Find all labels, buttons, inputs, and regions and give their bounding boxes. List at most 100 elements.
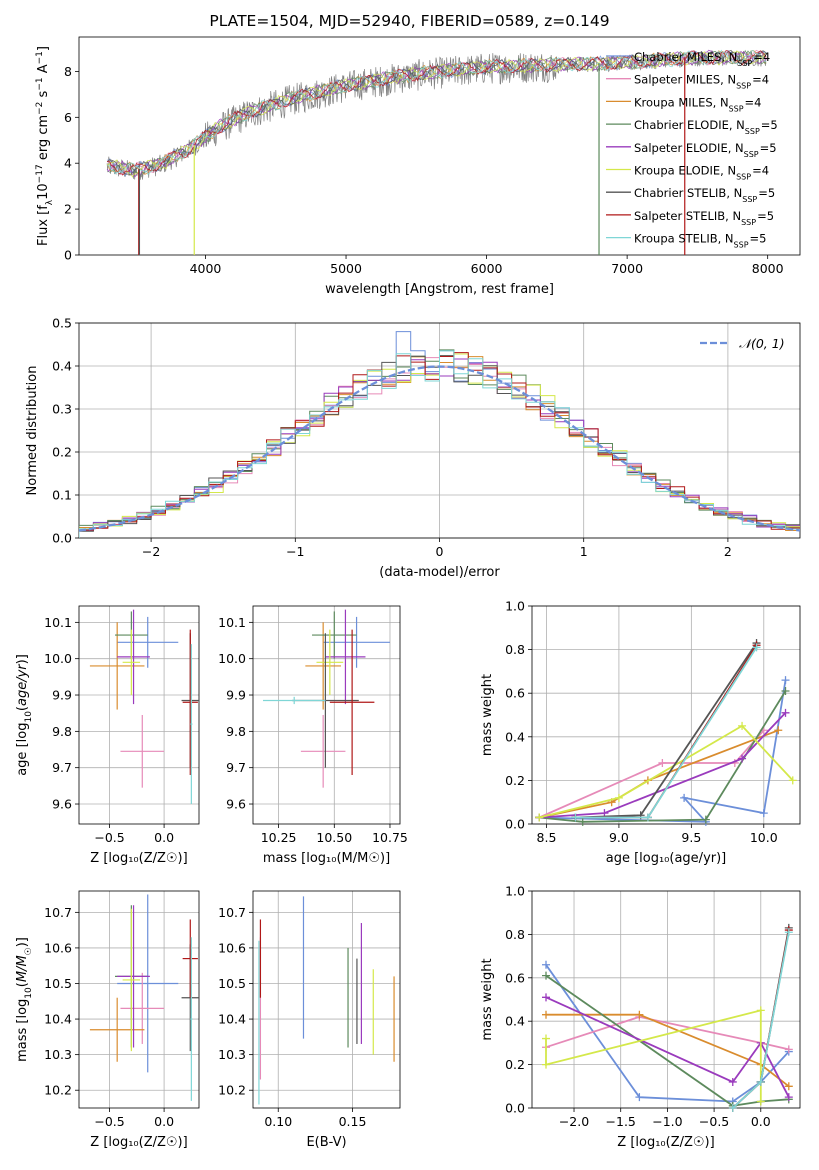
y-tick-label: 10.0 bbox=[44, 651, 72, 666]
y-tick-label: 10.1 bbox=[218, 615, 246, 630]
y-tick-label: 10.5 bbox=[218, 976, 246, 991]
weight-series bbox=[539, 690, 787, 823]
legend-entry: Chabrier MILES, NSSP=4 bbox=[634, 50, 770, 68]
x-tick-label: 10.0 bbox=[750, 830, 778, 845]
panel-massweight-vs-Z: −2.0 −1.5 −1.0 −0.5 0.0 0.0 0.2 0.4 0.6 0.8 1.0 Z [… bbox=[480, 884, 801, 1150]
legend-entry: Kroupa ELODIE, NSSP=4 bbox=[634, 164, 769, 182]
x-tick-label: 0.15 bbox=[339, 1114, 367, 1129]
x-tick-label: 4000 bbox=[190, 261, 222, 276]
weight-series bbox=[575, 642, 758, 819]
y-tick-label: 0.1 bbox=[52, 488, 72, 503]
weight-marker bbox=[614, 793, 623, 802]
y-tick-label: 10.3 bbox=[218, 1047, 246, 1062]
weight-marker bbox=[728, 1077, 737, 1086]
axes-frame bbox=[252, 890, 401, 1109]
y-tick-label: 10.2 bbox=[44, 1083, 72, 1098]
x-tick-label: −0.5 bbox=[94, 830, 124, 845]
y-tick-label: 0.4 bbox=[505, 729, 525, 744]
x-tick-label: 7000 bbox=[611, 261, 643, 276]
model-spectrum bbox=[107, 49, 767, 175]
x-axis-label: mass [log₁₀(M/M☉)] bbox=[263, 851, 390, 866]
y-tick-label: 0.8 bbox=[505, 642, 525, 657]
y-tick-label: 10.4 bbox=[218, 1012, 246, 1027]
y-axis-label: mass weight bbox=[480, 958, 495, 1040]
y-tick-label: 9.6 bbox=[226, 797, 246, 812]
y-tick-label: 8 bbox=[64, 64, 72, 79]
weight-marker bbox=[774, 726, 783, 735]
histograms bbox=[79, 331, 800, 538]
x-axis-label: age [log₁₀(age/yr)] bbox=[606, 851, 727, 866]
y-tick-label: 0.0 bbox=[52, 531, 72, 546]
weight-marker bbox=[738, 721, 747, 730]
x-tick-label: 0.0 bbox=[751, 1114, 771, 1129]
weight-marker bbox=[542, 960, 551, 969]
weight-marker bbox=[542, 993, 551, 1002]
weight-marker bbox=[701, 815, 710, 824]
x-tick-label: −2 bbox=[142, 544, 160, 559]
y-tick-label: 9.6 bbox=[52, 797, 72, 812]
y-tick-label: 9.9 bbox=[52, 688, 72, 703]
weight-marker bbox=[752, 643, 761, 652]
y-tick-label: 0.5 bbox=[52, 316, 72, 331]
weight-marker bbox=[535, 813, 544, 822]
weight-marker bbox=[542, 1060, 551, 1069]
panel-residuals: −2 −1 0 1 2 0.0 0.1 0.2 0.3 0.4 0.5 (data-model)/er… bbox=[25, 316, 801, 580]
x-tick-label: 9.0 bbox=[609, 830, 629, 845]
y-tick-label: 0.2 bbox=[505, 1057, 525, 1072]
panel-mass-vs-ebv: 0.10 0.15 10.2 10.3 10.4 10.5 10.6 10.7 E(B-V) bbox=[218, 890, 401, 1150]
weight-marker bbox=[781, 676, 790, 685]
y-tick-label: 4 bbox=[64, 156, 72, 171]
y-tick-label: 0.6 bbox=[505, 970, 525, 985]
weight-marker bbox=[542, 1034, 551, 1043]
weight-marker bbox=[781, 708, 790, 717]
legend-entry: Chabrier ELODIE, NSSP=5 bbox=[634, 118, 778, 136]
x-axis-label: (data-model)/error bbox=[379, 565, 500, 580]
weight-series bbox=[538, 724, 794, 819]
weight-marker bbox=[658, 758, 667, 767]
weight-lines bbox=[542, 923, 793, 1112]
x-axis-label: Z [log₁₀(Z/Z☉)] bbox=[90, 851, 187, 866]
observed-spectrum bbox=[106, 50, 767, 180]
error-bars bbox=[258, 896, 395, 1105]
y-axis-label: age [log10(age/yr)] bbox=[15, 654, 34, 776]
y-tick-label: 10.6 bbox=[218, 940, 246, 955]
panel-massweight-vs-age: 8.5 9.0 9.5 10.0 0.0 0.2 0.4 0.6 0.8 1.0 age [log₁… bbox=[480, 599, 801, 866]
y-tick-label: 10.6 bbox=[44, 940, 72, 955]
error-bars bbox=[263, 609, 390, 788]
weight-series bbox=[546, 1013, 790, 1088]
y-tick-label: 10.0 bbox=[218, 651, 246, 666]
weight-marker bbox=[542, 971, 551, 980]
y-tick-label: 9.7 bbox=[226, 760, 246, 775]
y-tick-label: 10.7 bbox=[44, 905, 72, 920]
axes-frame bbox=[78, 605, 200, 825]
x-axis-label: wavelength [Angstrom, rest frame] bbox=[325, 282, 554, 297]
spectrum-lines bbox=[106, 49, 767, 255]
weight-marker bbox=[643, 813, 652, 822]
weight-marker bbox=[784, 1093, 793, 1102]
y-tick-label: 0.0 bbox=[505, 1101, 525, 1116]
y-tick-label: 10.1 bbox=[44, 615, 72, 630]
legend-entry: Salpeter STELIB, NSSP=5 bbox=[634, 209, 774, 227]
x-tick-label: −0.5 bbox=[94, 1114, 124, 1129]
y-tick-label: 10.4 bbox=[44, 1012, 72, 1027]
x-tick-label: 8000 bbox=[752, 261, 784, 276]
weight-marker bbox=[756, 1077, 765, 1086]
weight-marker bbox=[759, 809, 768, 818]
y-tick-label: 2 bbox=[64, 202, 72, 217]
weight-marker bbox=[635, 1010, 644, 1019]
weight-marker bbox=[728, 1104, 737, 1112]
x-tick-label: 9.5 bbox=[681, 830, 701, 845]
weight-series bbox=[545, 1015, 790, 1051]
weight-series bbox=[545, 996, 790, 1098]
weight-marker bbox=[781, 687, 790, 696]
figure-title: PLATE=1504, MJD=52940, FIBERID=0589, z=0… bbox=[209, 12, 610, 30]
weight-series bbox=[575, 644, 758, 819]
x-tick-label: 8.5 bbox=[537, 830, 557, 845]
legend-entry: Salpeter MILES, NSSP=4 bbox=[634, 73, 769, 91]
legend-entry: Kroupa STELIB, NSSP=5 bbox=[634, 232, 766, 250]
x-axis-label: Z [log₁₀(Z/Z☉)] bbox=[90, 1135, 187, 1150]
x-tick-label: −2.0 bbox=[559, 1114, 589, 1129]
axes-frame bbox=[531, 605, 801, 825]
weight-marker bbox=[756, 1006, 765, 1015]
